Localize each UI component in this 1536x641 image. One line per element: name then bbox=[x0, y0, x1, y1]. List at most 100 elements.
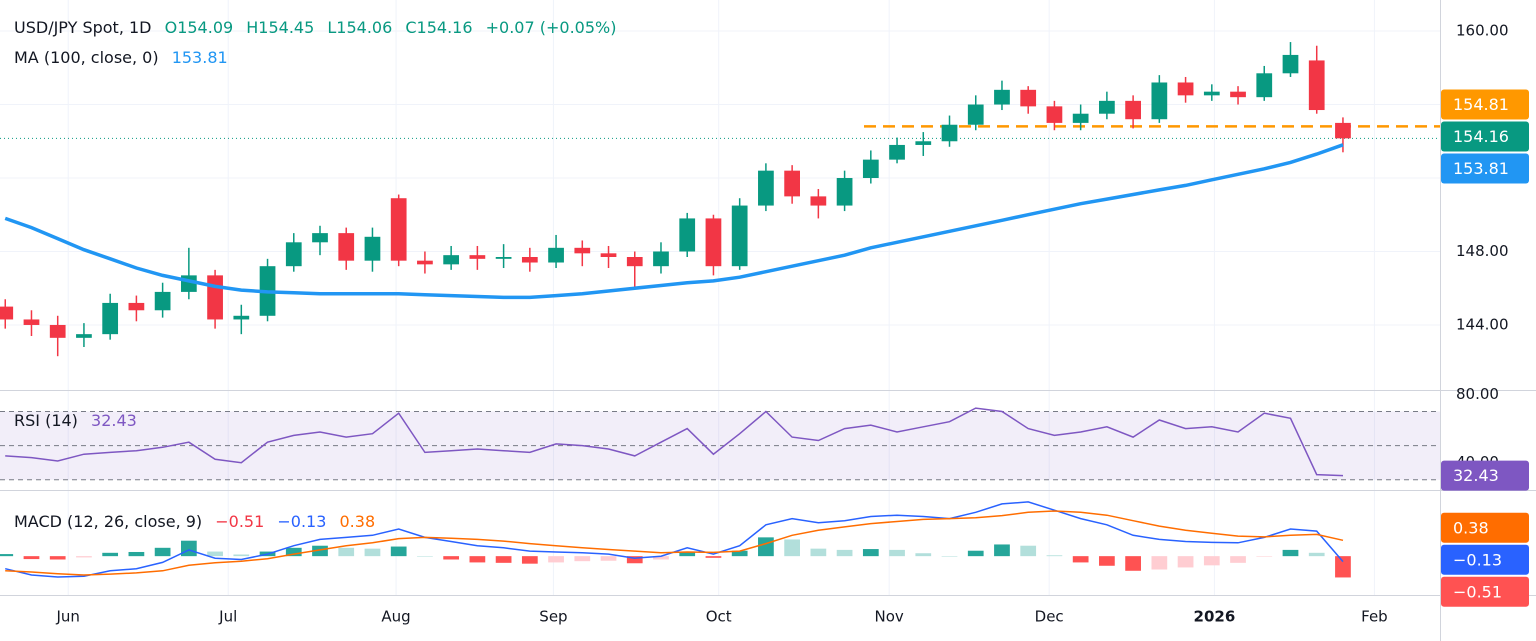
candle-body bbox=[810, 196, 827, 206]
candle-body bbox=[1308, 60, 1325, 111]
rsi-value: 32.43 bbox=[91, 411, 137, 430]
histogram-bar bbox=[626, 556, 643, 564]
macd-line bbox=[5, 510, 1344, 576]
histogram-bar bbox=[941, 556, 958, 557]
tag-layer: 154.81 154.16 153.81 32.43 0.38 −0.13 −0.51 bbox=[1441, 89, 1529, 607]
y-tick-label: 148.00 bbox=[1456, 242, 1509, 260]
high-value: H154.45 bbox=[246, 18, 314, 37]
x-tick-label: Feb bbox=[1361, 608, 1388, 626]
signal-value: 0.38 bbox=[340, 512, 376, 531]
candle-body bbox=[862, 159, 879, 179]
candle-body bbox=[941, 124, 958, 142]
x-tick-label: Jun bbox=[55, 608, 79, 626]
close-value: C154.16 bbox=[405, 18, 472, 37]
histogram-bar bbox=[574, 556, 591, 562]
candle-body bbox=[758, 170, 774, 206]
histogram-bar bbox=[128, 551, 145, 557]
candle-body bbox=[967, 104, 984, 125]
candle-body bbox=[1230, 91, 1246, 98]
histogram-bar bbox=[1177, 556, 1194, 568]
candle-body bbox=[1020, 89, 1037, 107]
histogram-bar bbox=[312, 545, 328, 557]
candle-body bbox=[653, 251, 669, 267]
candle-body bbox=[889, 144, 905, 160]
candle-body bbox=[1072, 113, 1089, 123]
x-tick-label: Dec bbox=[1035, 608, 1064, 626]
candle-body bbox=[705, 218, 722, 267]
histogram-bar bbox=[600, 556, 617, 561]
candle-body bbox=[1282, 54, 1299, 74]
axis-layer: Jun Jul Aug Sep Oct Nov Dec 2026 Feb 144.00 148.00… bbox=[55, 22, 1508, 626]
candle-body bbox=[338, 233, 355, 261]
candle-body bbox=[364, 236, 381, 261]
candle-body bbox=[49, 324, 66, 338]
x-tick-label: 2026 bbox=[1194, 608, 1236, 626]
histogram-bar bbox=[810, 548, 827, 557]
y-tick-label: 160.00 bbox=[1456, 22, 1509, 40]
candle-body bbox=[1335, 122, 1351, 139]
histogram-bar bbox=[76, 556, 92, 558]
histogram-bar bbox=[443, 556, 460, 560]
x-tick-label: Sep bbox=[539, 608, 567, 626]
histogram-bar bbox=[338, 547, 355, 557]
price-tag-label: 154.16 bbox=[1453, 127, 1509, 146]
legend-line: MA (100, close, 0) 153.81 bbox=[14, 48, 228, 67]
hist-value: −0.51 bbox=[215, 512, 264, 531]
x-tick-label: Jul bbox=[218, 608, 237, 626]
candle-body bbox=[443, 255, 460, 265]
candle-body bbox=[626, 256, 643, 267]
histogram-bar bbox=[495, 556, 512, 563]
candle-body bbox=[285, 242, 302, 267]
histogram-bar bbox=[417, 556, 433, 557]
histogram-bar bbox=[889, 549, 905, 557]
price-tag-label: 32.43 bbox=[1453, 466, 1499, 485]
candle-body bbox=[417, 260, 433, 265]
histogram-bar bbox=[862, 549, 879, 557]
histogram-bar bbox=[653, 556, 669, 560]
histogram-bar bbox=[1020, 545, 1037, 557]
x-tick-label: Aug bbox=[381, 608, 410, 626]
legend-line: MACD (12, 26, close, 9) −0.51 −0.13 0.38 bbox=[14, 512, 375, 531]
candle-body bbox=[0, 306, 14, 320]
histogram-bar bbox=[364, 548, 381, 557]
histogram-bar bbox=[1256, 556, 1273, 557]
histogram-bar bbox=[758, 537, 774, 557]
histogram-bar bbox=[1308, 552, 1325, 557]
histogram-bar bbox=[1203, 556, 1220, 566]
candle-body bbox=[548, 247, 564, 263]
ma-title: MA (100, close, 0) bbox=[14, 48, 159, 67]
macd-value: −0.13 bbox=[277, 512, 326, 531]
histogram-bar bbox=[731, 550, 748, 557]
candle-body bbox=[154, 291, 171, 311]
candle-body bbox=[836, 178, 853, 206]
histogram-bar bbox=[1335, 556, 1351, 578]
histogram-bar bbox=[233, 554, 250, 557]
candle-body bbox=[76, 334, 92, 338]
rsi-line bbox=[5, 407, 1344, 477]
candle-body bbox=[574, 247, 591, 254]
histogram-bar bbox=[705, 556, 722, 558]
candle-body bbox=[1046, 106, 1063, 123]
candle-body bbox=[495, 256, 512, 259]
histogram-bar bbox=[102, 552, 119, 557]
histogram-bar bbox=[548, 556, 564, 563]
candle-body bbox=[521, 256, 538, 263]
histogram-bar bbox=[0, 554, 14, 557]
histogram-bar bbox=[679, 551, 696, 557]
histogram-bar bbox=[915, 553, 932, 557]
low-value: L154.06 bbox=[327, 18, 392, 37]
histogram-bar bbox=[207, 551, 223, 557]
candle-body bbox=[915, 141, 932, 145]
candle-body bbox=[102, 302, 119, 335]
histogram-bar bbox=[1072, 556, 1089, 563]
histogram-bar bbox=[1125, 556, 1141, 571]
candle-body bbox=[1125, 100, 1141, 120]
price-tag bbox=[1441, 512, 1529, 543]
candle-body bbox=[1099, 100, 1115, 114]
y-tick-label: 144.00 bbox=[1456, 315, 1509, 333]
histogram-bar bbox=[1230, 556, 1246, 563]
x-tick-label: Nov bbox=[875, 608, 904, 626]
candle-body bbox=[1151, 82, 1168, 120]
